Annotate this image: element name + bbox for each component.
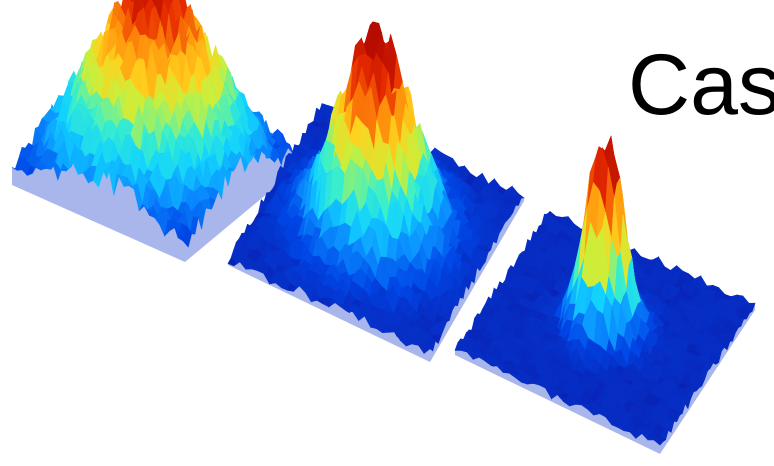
broad-peak-surface-base-skirt [12,147,298,262]
narrow-peak-surface-base-skirt [455,303,755,454]
medium-peak-surface [227,21,525,362]
narrow-peak-surface-facet [653,437,664,446]
medium-peak-surface-facet [423,341,434,355]
caption-text: Cas [628,37,774,133]
broad-peak-surface-facet [179,234,189,248]
narrow-peak-surface [454,135,756,454]
broad-peak-surface [11,0,299,262]
medium-peak-surface-base-skirt [228,198,524,362]
